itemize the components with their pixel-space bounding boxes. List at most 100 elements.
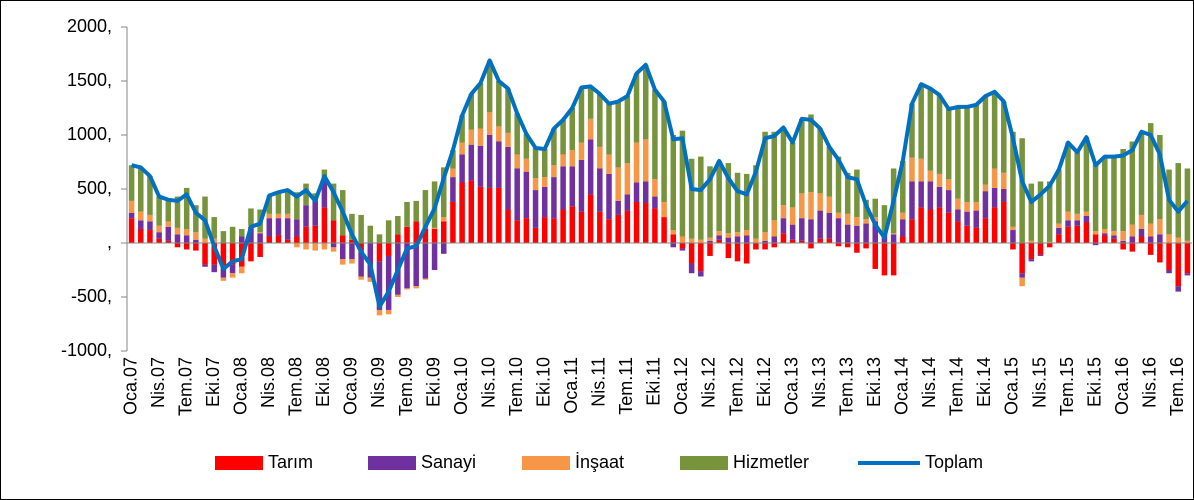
x-tick-label: Nis.11 [589, 357, 609, 407]
bar-segment [486, 60, 493, 113]
bar-segment [229, 243, 236, 265]
bar-segment [551, 218, 557, 243]
bar-segment [780, 233, 787, 243]
bar-segment [450, 168, 456, 178]
bar-segment [1001, 201, 1007, 243]
x-tick-label: Oca.12 [671, 357, 691, 415]
bar-segment [440, 217, 447, 222]
bar-segment [799, 240, 805, 243]
bar-segment [918, 158, 924, 182]
bar-segment [1120, 149, 1126, 232]
bar-segment [707, 166, 713, 238]
bar-segment [340, 259, 346, 265]
bar-segment [854, 243, 860, 253]
legend-swatch [522, 456, 570, 470]
bar-segment [753, 243, 759, 250]
bar-segment [1010, 243, 1016, 250]
bar-segment [422, 228, 429, 243]
bar-segment [220, 231, 227, 243]
bar-segment [1083, 137, 1090, 212]
bar-segment [321, 179, 328, 208]
bar-segment [1111, 156, 1117, 232]
legend-swatch [368, 456, 416, 470]
bar-segment [679, 236, 686, 243]
x-tick-label: Oca.15 [1002, 357, 1022, 415]
bar-segment [459, 154, 465, 183]
bar-segment [459, 182, 465, 243]
legend-swatch [215, 456, 263, 470]
bar-segment [973, 201, 979, 211]
bar-segment [551, 128, 557, 166]
bar-segment [900, 160, 906, 213]
bar-segment [358, 243, 364, 250]
x-tick-label: Nis.09 [368, 357, 388, 408]
bar-segment [670, 135, 677, 231]
bar-segment [1157, 219, 1163, 235]
bar-segment [275, 218, 282, 236]
bar-segment [165, 240, 172, 243]
bar-segment [284, 213, 291, 219]
bar-segment [1065, 226, 1071, 243]
bar-segment [624, 96, 631, 164]
bar-segment [1147, 236, 1154, 243]
bar-segment [1138, 131, 1145, 215]
bar-segment [1129, 141, 1136, 225]
bar-segment [1147, 223, 1154, 237]
bar-segment [1102, 156, 1108, 229]
x-tick-label: Nis.10 [478, 357, 498, 408]
bar-segment [477, 145, 484, 187]
bar-segment [1157, 234, 1163, 243]
bar-segment [945, 190, 952, 213]
bar-segment [642, 64, 649, 140]
bar-segment [670, 243, 677, 248]
bar-segment [945, 109, 952, 180]
bar-segment [900, 212, 906, 220]
bar-segment [725, 243, 732, 259]
bar-segment [844, 243, 851, 248]
bar-segment [799, 218, 805, 241]
bar-segment [165, 199, 172, 222]
bar-segment [652, 89, 658, 180]
legend-label: Hizmetler [733, 452, 809, 472]
bar-segment [670, 230, 677, 235]
y-tick-label: , [107, 232, 112, 252]
bar-segment [349, 213, 355, 240]
bar-segment [606, 173, 612, 220]
bar-segment [523, 171, 530, 219]
bar-segment [183, 187, 190, 229]
bar-segment [863, 243, 869, 249]
bar-segment [496, 141, 502, 188]
bar-segment [239, 236, 245, 243]
bar-segment [450, 150, 456, 169]
bar-segment [679, 130, 686, 237]
bar-segment [156, 196, 162, 226]
bar-segment [340, 235, 346, 243]
bar-segment [496, 126, 502, 142]
bar-segment [1056, 223, 1062, 228]
bar-segment [615, 200, 621, 215]
x-tick-label: Nis.15 [1029, 357, 1049, 408]
bar-segment [358, 249, 364, 277]
bar-segment [652, 208, 658, 243]
bar-segment [183, 228, 190, 236]
bar-segment [174, 243, 181, 248]
bar-segment [762, 243, 768, 250]
bar-segment [385, 255, 392, 310]
bar-segment [762, 240, 768, 243]
bar-segment [909, 103, 915, 158]
bar-segment [211, 243, 217, 265]
bar-segment [762, 232, 768, 241]
bar-segment [367, 277, 374, 282]
bar-segment [248, 243, 254, 262]
bar-segment [890, 243, 897, 276]
bar-segment [349, 243, 355, 260]
bar-segment [1175, 237, 1181, 243]
bar-segment [505, 209, 511, 243]
bar-segment [1120, 240, 1126, 243]
bar-segment [881, 205, 888, 233]
bar-segment [541, 149, 548, 178]
bar-segment [128, 218, 135, 243]
bar-segment [330, 183, 337, 221]
bar-segment [945, 212, 952, 243]
bar-segment [459, 115, 465, 143]
